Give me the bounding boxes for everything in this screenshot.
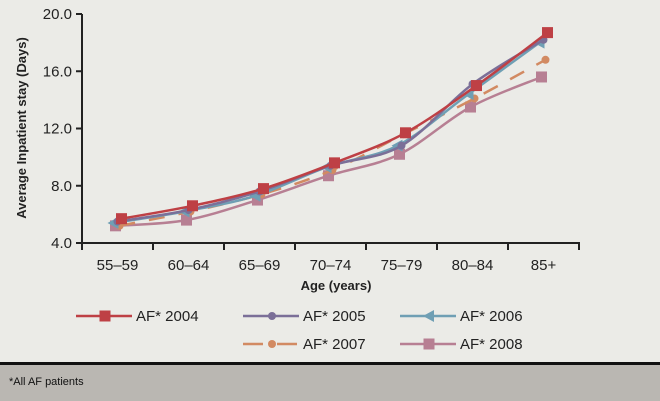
series-2006 xyxy=(107,36,545,229)
legend-label: AF* 2005 xyxy=(303,308,366,325)
data-point xyxy=(394,148,405,160)
legend-swatch-marker xyxy=(423,338,435,350)
legend-label: AF* 2004 xyxy=(136,308,199,325)
legend-swatch-marker xyxy=(423,310,434,322)
data-point xyxy=(181,214,192,226)
series-line xyxy=(117,38,545,223)
data-point xyxy=(536,71,547,83)
series-layer xyxy=(107,27,553,232)
series-2005 xyxy=(113,35,548,226)
legend-label: AF* 2006 xyxy=(460,308,523,325)
footnote: *All AF patients xyxy=(9,376,84,388)
series-line xyxy=(121,31,549,220)
legend-label: AF* 2007 xyxy=(303,336,366,353)
x-tick-label: 60–64 xyxy=(168,257,210,274)
series-2004 xyxy=(116,27,553,225)
data-point xyxy=(471,80,482,92)
legend-swatch-marker xyxy=(268,340,276,348)
data-point xyxy=(541,55,550,64)
axes: 4.0 8.0 12.0 16.0 20.0 55–59 60–64 65–69 70–74 75… xyxy=(43,6,580,274)
chart-area: 4.0 8.0 12.0 16.0 20.0 55–59 60–64 65–69 70–74 75… xyxy=(14,6,580,353)
data-point xyxy=(400,127,411,139)
data-point xyxy=(465,101,476,113)
y-tick-label: 12.0 xyxy=(43,121,72,138)
footer-divider xyxy=(0,362,660,365)
data-point xyxy=(258,183,269,195)
legend-label: AF* 2008 xyxy=(460,336,523,353)
legend-item: AF* 2005 xyxy=(243,308,366,325)
legend-item: AF* 2007 xyxy=(243,336,366,353)
data-point xyxy=(397,141,406,150)
data-point xyxy=(116,213,127,225)
x-tick-label: 80–84 xyxy=(452,257,494,274)
y-axis-title: Average Inpatient stay (Days) xyxy=(14,37,29,219)
line-chart: 4.0 8.0 12.0 16.0 20.0 55–59 60–64 65–69 70–74 75… xyxy=(14,6,580,353)
y-tick-label: 4.0 xyxy=(51,235,72,252)
series-line xyxy=(113,41,541,225)
x-tick-label: 70–74 xyxy=(310,257,352,274)
x-axis-title: Age (years) xyxy=(301,278,372,293)
y-tick-label: 20.0 xyxy=(43,6,72,23)
x-tick-label: 65–69 xyxy=(239,257,281,274)
data-point xyxy=(329,157,340,169)
legend-item: AF* 2008 xyxy=(400,336,523,353)
legend-item: AF* 2006 xyxy=(400,308,523,325)
x-tick-label: 55–59 xyxy=(97,257,139,274)
x-tick-label: 85+ xyxy=(531,257,557,274)
legend: AF* 2004 AF* 2005 AF* 2006 AF* 2007 AF* 2008 xyxy=(76,308,523,353)
x-tick-label: 75–79 xyxy=(381,257,423,274)
data-point xyxy=(542,27,553,39)
data-point xyxy=(187,200,198,212)
series-2008 xyxy=(110,71,547,232)
legend-swatch-marker xyxy=(99,310,111,322)
data-point xyxy=(323,170,334,182)
legend-swatch-marker xyxy=(268,312,276,320)
y-tick-label: 8.0 xyxy=(51,178,72,195)
footer: *All AF patients xyxy=(0,365,660,401)
legend-item: AF* 2004 xyxy=(76,308,199,325)
y-tick-label: 16.0 xyxy=(43,63,72,80)
